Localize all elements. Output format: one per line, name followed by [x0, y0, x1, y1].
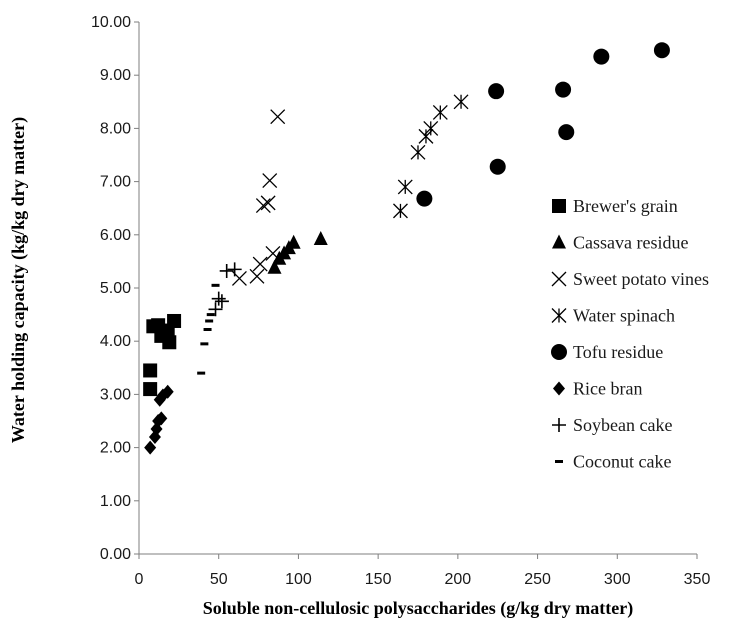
data-point — [555, 81, 572, 98]
data-point — [453, 94, 469, 110]
y-tick-label: 4.00 — [100, 333, 131, 350]
data-point — [143, 363, 158, 378]
legend-item: Coconut cake — [555, 452, 671, 472]
data-point — [203, 327, 212, 331]
data-point — [219, 263, 234, 278]
x-tick-label: 150 — [365, 571, 392, 588]
legend-label: Rice bran — [573, 379, 642, 399]
legend-item: Rice bran — [553, 379, 642, 399]
data-point — [270, 109, 286, 125]
y-tick-label: 1.00 — [100, 493, 131, 510]
legend-marker — [552, 199, 566, 213]
series-sweet-potato-vines — [231, 109, 286, 286]
data-point — [162, 335, 177, 350]
data-point — [227, 262, 242, 277]
legend-item: Sweet potato vines — [551, 269, 709, 289]
data-point — [488, 83, 505, 100]
x-tick-label: 50 — [210, 571, 228, 588]
data-point — [262, 173, 278, 188]
y-tick-label: 2.00 — [100, 440, 131, 457]
data-point — [143, 382, 158, 397]
legend-marker — [552, 418, 566, 432]
legend-item: Brewer's grain — [552, 196, 678, 216]
data-point — [265, 245, 281, 261]
data-point — [144, 440, 157, 455]
data-point — [155, 411, 168, 426]
data-point — [197, 371, 206, 375]
data-point — [410, 144, 426, 160]
series-rice-bran — [144, 384, 174, 455]
y-tick-label: 0.00 — [100, 546, 131, 563]
legend-item: Soybean cake — [552, 415, 672, 435]
y-tick-label: 7.00 — [100, 174, 131, 191]
data-point — [313, 231, 328, 246]
series-brewer-s-grain — [143, 313, 182, 397]
x-tick-label: 0 — [135, 571, 144, 588]
legend-marker — [553, 381, 565, 396]
data-point — [416, 190, 433, 207]
legend-marker — [551, 271, 567, 287]
legend-label: Cassava residue — [573, 233, 688, 253]
series-coconut-cake — [197, 283, 220, 375]
y-tick-label: 10.00 — [91, 14, 131, 31]
y-tick-label: 3.00 — [100, 386, 131, 403]
data-point — [267, 259, 282, 274]
data-point — [211, 283, 220, 287]
legend-marker — [551, 344, 567, 360]
data-point — [211, 291, 226, 306]
legend-item: Tofu residue — [551, 342, 663, 362]
data-point — [255, 198, 271, 213]
tick-labels: 0.00 1.00 2.00 3.00 4.00 5.00 6.00 7.00 8.00 9.00… — [91, 14, 710, 588]
legend-label: Soybean cake — [573, 415, 672, 435]
y-tick-label: 9.00 — [100, 67, 131, 84]
legend-label: Tofu residue — [573, 342, 663, 362]
data-point — [558, 124, 575, 141]
data-point — [260, 195, 276, 211]
data-point — [205, 319, 214, 323]
legend-label: Brewer's grain — [573, 196, 678, 216]
data-point — [167, 313, 182, 328]
x-tick-label: 300 — [604, 571, 631, 588]
data-point — [423, 120, 439, 136]
legend-label: Water spinach — [573, 306, 675, 326]
series-cassava-residue — [267, 231, 328, 274]
legend-marker — [555, 460, 563, 463]
x-tick-label: 350 — [684, 571, 711, 588]
x-tick-label: 250 — [524, 571, 551, 588]
legend-item: Cassava residue — [552, 233, 688, 253]
data-point — [653, 42, 670, 59]
legend: Brewer's grain Cassava residue Sweet potat… — [551, 196, 709, 472]
legend-item: Water spinach — [551, 306, 675, 326]
x-tick-label: 200 — [445, 571, 472, 588]
data-point — [286, 234, 301, 249]
legend-marker — [552, 234, 566, 249]
y-tick-label: 8.00 — [100, 120, 131, 137]
data-point — [214, 294, 229, 309]
data-point — [200, 342, 209, 346]
data-point — [208, 302, 223, 317]
data-point — [432, 104, 448, 120]
legend-label: Sweet potato vines — [573, 269, 709, 289]
data-points — [143, 42, 670, 455]
y-axis-title: Water holding capacity (kg/kg dry matter… — [8, 117, 29, 443]
data-point — [593, 48, 610, 65]
data-point — [161, 384, 174, 399]
y-tick-label: 5.00 — [100, 280, 131, 297]
data-point — [393, 203, 408, 219]
data-point — [252, 256, 268, 272]
series-tofu-residue — [416, 42, 670, 207]
x-tick-label: 100 — [285, 571, 312, 588]
legend-label: Coconut cake — [573, 452, 671, 472]
legend-marker — [551, 308, 567, 323]
data-point — [249, 268, 265, 284]
data-point — [397, 179, 413, 195]
data-point — [206, 313, 215, 317]
series-soybean-cake — [208, 262, 242, 317]
data-point — [489, 158, 506, 175]
series-water-spinach — [393, 94, 469, 219]
x-axis-title: Soluble non-cellulosic polysaccharides (… — [203, 598, 634, 619]
y-tick-label: 6.00 — [100, 227, 131, 244]
